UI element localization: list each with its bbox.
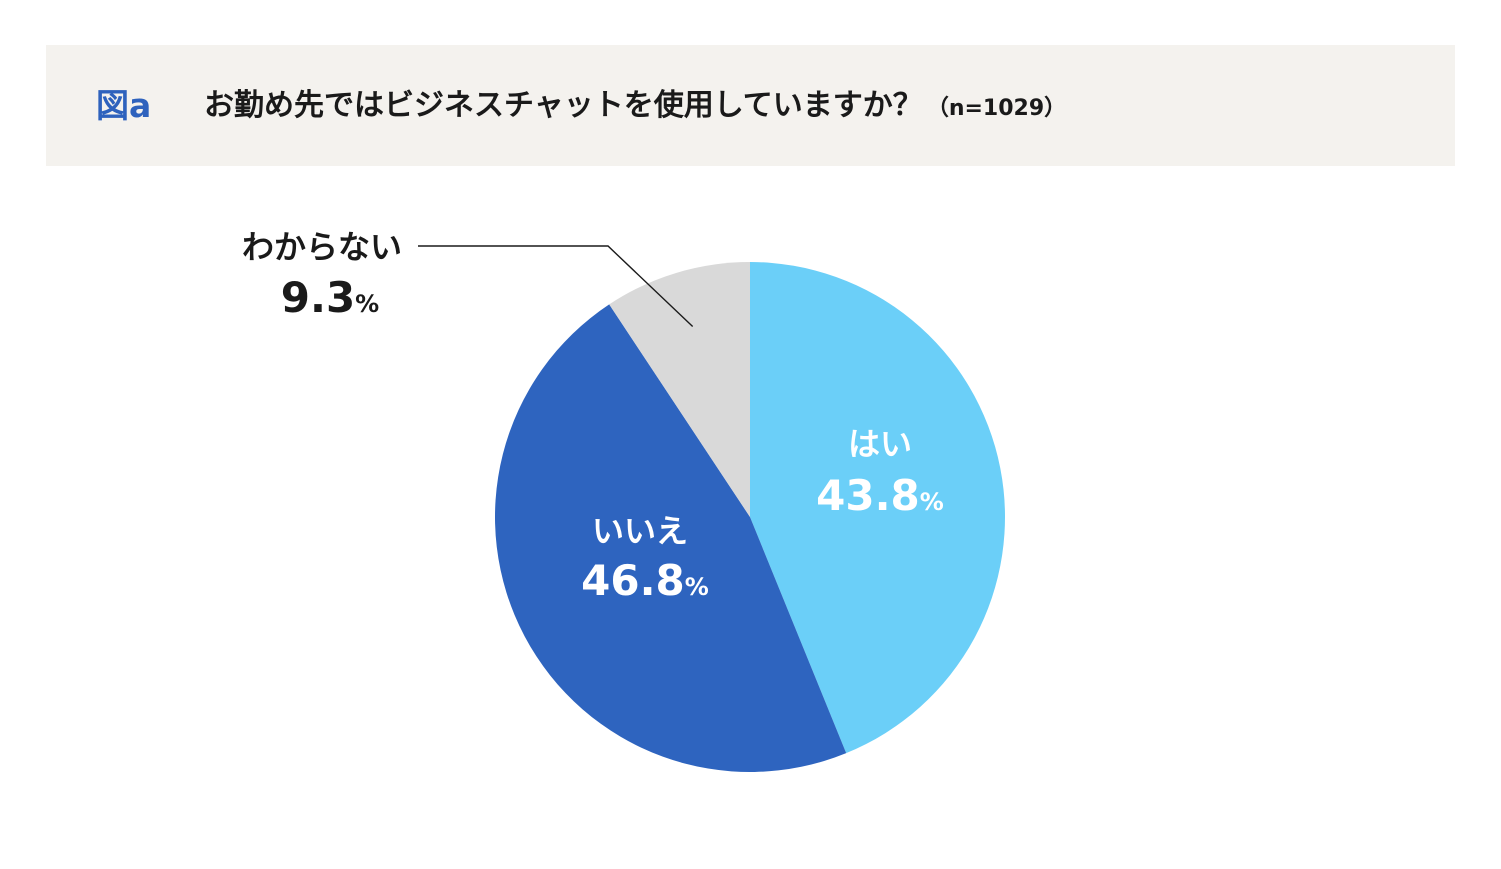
pie-slice-2 (494, 304, 847, 773)
slice-label-3: わからない (242, 228, 402, 266)
figure-label: 図a (96, 86, 152, 125)
slice-value-2: 46.8% (581, 556, 709, 605)
pie-slices (494, 262, 1006, 773)
question-text: お勤め先ではビジネスチャットを使用していますか？ (204, 88, 923, 123)
title-band: 図a お勤め先ではビジネスチャットを使用していますか？ （n=1029） (46, 45, 1455, 166)
slice-value-1: 43.8% (816, 471, 944, 520)
slice-label-2: いいえ (592, 512, 688, 550)
slice-value-3: 9.3% (281, 273, 379, 322)
sample-size: （n=1029） (926, 96, 1067, 121)
pie-slice-1 (750, 262, 1006, 754)
pie-labels: はい 43.8% いいえ 46.8% わからない 9.3% (242, 228, 944, 605)
chart-title: お勤め先ではビジネスチャットを使用していますか？ （n=1029） (204, 45, 1066, 166)
slice-label-1: はい (848, 425, 912, 463)
leader-line (418, 245, 694, 328)
pie-slice-3 (609, 262, 750, 517)
